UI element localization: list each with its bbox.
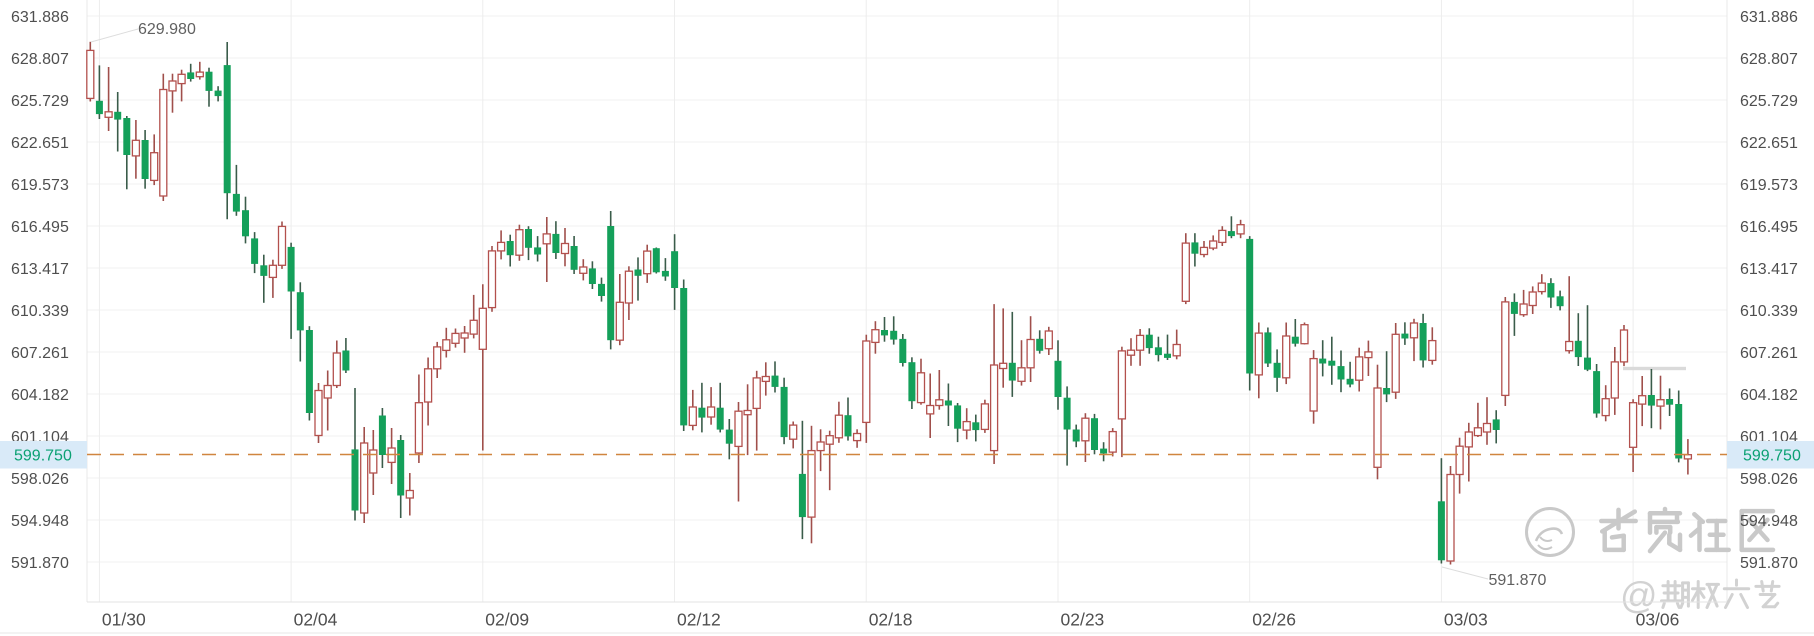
svg-text:610.339: 610.339: [1740, 303, 1798, 320]
svg-text:625.729: 625.729: [11, 93, 69, 110]
svg-text:599.750: 599.750: [1743, 448, 1801, 465]
svg-text:03/03: 03/03: [1444, 610, 1488, 630]
svg-text:619.573: 619.573: [1740, 177, 1798, 194]
svg-text:628.807: 628.807: [11, 51, 69, 68]
svg-text:631.886: 631.886: [1740, 9, 1798, 26]
svg-text:591.870: 591.870: [1740, 555, 1798, 572]
svg-text:02/09: 02/09: [485, 610, 529, 630]
svg-text:02/23: 02/23: [1061, 610, 1105, 630]
svg-text:622.651: 622.651: [1740, 135, 1798, 152]
svg-text:594.948: 594.948: [11, 513, 69, 530]
svg-text:616.495: 616.495: [1740, 219, 1798, 236]
svg-text:631.886: 631.886: [11, 9, 69, 26]
svg-text:629.980: 629.980: [138, 21, 196, 38]
svg-text:02/04: 02/04: [294, 610, 338, 630]
svg-text:622.651: 622.651: [11, 135, 69, 152]
svg-text:628.807: 628.807: [1740, 51, 1798, 68]
svg-text:616.495: 616.495: [11, 219, 69, 236]
svg-text:02/18: 02/18: [869, 610, 913, 630]
svg-text:591.870: 591.870: [11, 555, 69, 572]
svg-text:607.261: 607.261: [11, 345, 69, 362]
svg-text:01/30: 01/30: [102, 610, 146, 630]
svg-text:599.750: 599.750: [14, 448, 72, 465]
svg-text:613.417: 613.417: [11, 261, 69, 278]
svg-text:594.948: 594.948: [1740, 513, 1798, 530]
svg-text:02/26: 02/26: [1252, 610, 1296, 630]
svg-text:625.729: 625.729: [1740, 93, 1798, 110]
svg-text:604.182: 604.182: [11, 387, 69, 404]
svg-text:591.870: 591.870: [1489, 572, 1547, 589]
svg-text:613.417: 613.417: [1740, 261, 1798, 278]
svg-text:02/12: 02/12: [677, 610, 721, 630]
svg-text:598.026: 598.026: [11, 471, 69, 488]
svg-text:03/06: 03/06: [1636, 610, 1680, 630]
svg-text:598.026: 598.026: [1740, 471, 1798, 488]
svg-text:604.182: 604.182: [1740, 387, 1798, 404]
svg-text:610.339: 610.339: [11, 303, 69, 320]
svg-text:@: @: [1620, 575, 1658, 616]
svg-text:619.573: 619.573: [11, 177, 69, 194]
svg-text:607.261: 607.261: [1740, 345, 1798, 362]
